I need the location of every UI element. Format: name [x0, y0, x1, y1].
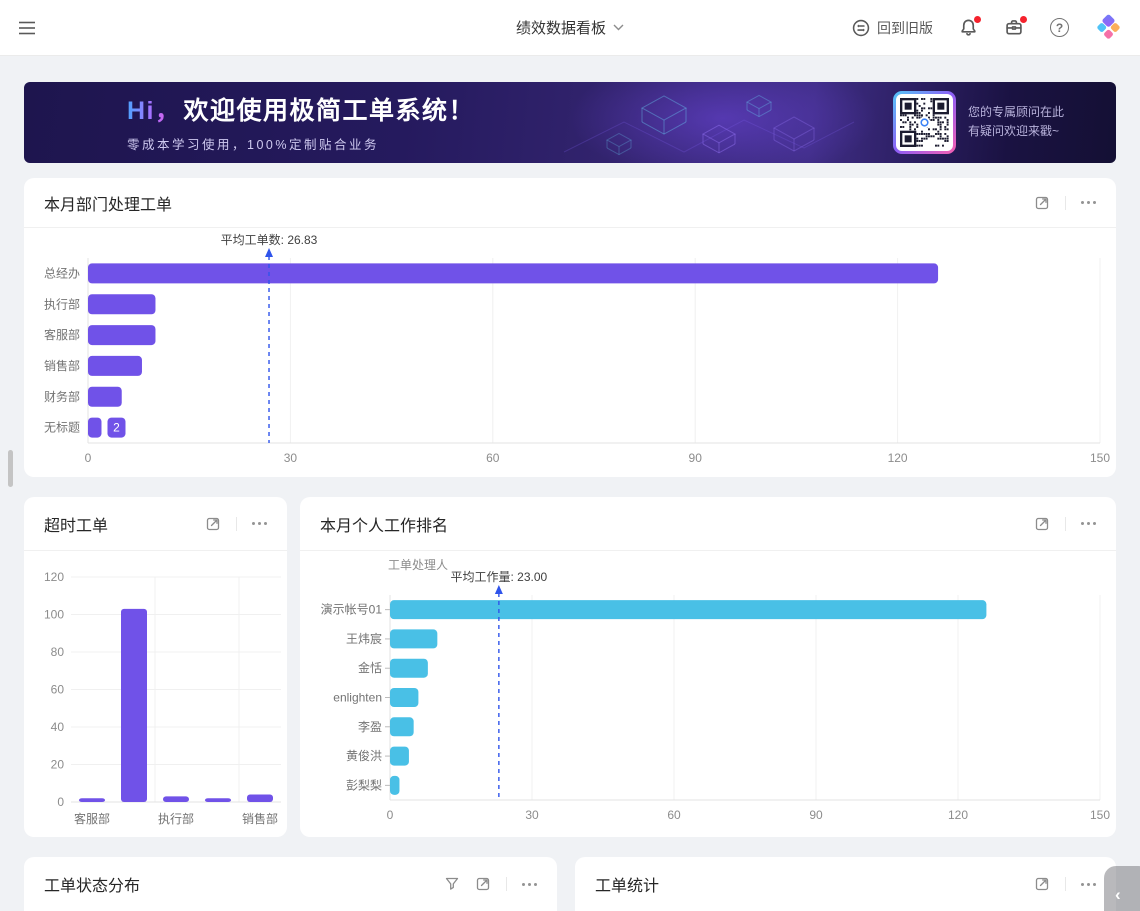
svg-text:40: 40 [51, 720, 65, 734]
chevron-left-icon: ‹ [1115, 885, 1121, 904]
svg-text:30: 30 [284, 451, 298, 465]
svg-text:120: 120 [948, 808, 968, 822]
svg-text:0: 0 [85, 451, 92, 465]
notification-dot [974, 16, 981, 23]
svg-text:黄俊洪: 黄俊洪 [346, 748, 382, 763]
svg-text:彭梨梨: 彭梨梨 [346, 778, 382, 792]
divider [506, 877, 507, 891]
card-overtime-orders: 超时工单 0 20 40 60 80 100 120 客服部 执行部 销售部 [24, 497, 287, 837]
welcome-banner: Hi，欢迎使用极简工单系统！ 零成本学习使用，100%定制贴合业务 您的专属顾问… [24, 82, 1116, 163]
banner-text: Hi，欢迎使用极简工单系统！ 零成本学习使用，100%定制贴合业务 [127, 91, 475, 153]
card-status-title: 工单状态分布 [44, 878, 141, 895]
more-icon[interactable] [1081, 519, 1096, 528]
header-actions: 回到旧版 ? [852, 14, 1122, 41]
svg-text:60: 60 [667, 808, 681, 822]
more-icon[interactable] [1081, 198, 1096, 207]
card-order-statistics: 工单统计 [575, 857, 1116, 911]
top-header: 绩效数据看板 回到旧版 ? [0, 0, 1140, 56]
svg-text:80: 80 [51, 645, 65, 659]
expand-icon[interactable] [1034, 876, 1050, 892]
collapse-handle[interactable]: ‹ [1104, 866, 1140, 911]
svg-text:李盈: 李盈 [358, 719, 382, 734]
card-status-distribution: 工单状态分布 [24, 857, 557, 911]
message-dot [1020, 16, 1027, 23]
svg-text:平均工单数: 26.83: 平均工单数: 26.83 [221, 232, 318, 247]
card-personal-ranking: 本月个人工作排名 0 30 60 90 120 150 演示帐号01 王炜宸金恬 enlight… [300, 497, 1116, 837]
svg-text:演示帐号01: 演示帐号01 [321, 602, 383, 617]
isometric-decoration [563, 94, 855, 156]
back-to-old-version-button[interactable]: 回到旧版 [852, 18, 933, 38]
more-icon[interactable] [522, 880, 537, 889]
card-dept-title: 本月部门处理工单 [44, 196, 173, 214]
workbox-icon[interactable] [1004, 16, 1027, 37]
banner-subtitle: 零成本学习使用，100%定制贴合业务 [127, 138, 379, 152]
svg-text:销售部: 销售部 [242, 811, 278, 826]
divider [236, 516, 237, 531]
svg-text:90: 90 [809, 808, 823, 822]
expand-icon[interactable] [205, 516, 221, 532]
more-icon[interactable] [1081, 880, 1096, 889]
revert-icon [852, 19, 870, 36]
svg-text:enlighten: enlighten [333, 691, 382, 705]
svg-text:120: 120 [44, 570, 64, 584]
banner-title: Hi，欢迎使用极简工单系统！ [127, 97, 476, 125]
divider [1065, 195, 1066, 210]
chevron-down-icon [613, 24, 624, 31]
more-icon[interactable] [252, 519, 267, 528]
expand-icon[interactable] [1034, 516, 1050, 532]
card-overtime-title: 超时工单 [44, 517, 109, 535]
svg-text:执行部: 执行部 [158, 811, 194, 826]
svg-text:150: 150 [1090, 808, 1110, 822]
svg-text:工单处理人: 工单处理人 [388, 558, 448, 572]
card-dept-orders: 本月部门处理工单 0 30 60 90 120 150 总经办执行部客服部销售部财务部无标题… [24, 178, 1116, 477]
svg-text:销售部: 销售部 [44, 358, 80, 373]
notifications-bell-icon[interactable] [959, 16, 981, 37]
svg-text:财务部: 财务部 [44, 389, 80, 404]
svg-text:客服部: 客服部 [74, 811, 110, 826]
qr-code [893, 91, 956, 154]
svg-text:30: 30 [525, 808, 539, 822]
svg-text:客服部: 客服部 [44, 327, 80, 342]
page-title: 绩效数据看板 [515, 20, 607, 37]
card-stats-title: 工单统计 [595, 878, 660, 895]
scrollbar-thumb[interactable] [8, 450, 13, 487]
card-personal-title: 本月个人工作排名 [320, 517, 449, 535]
svg-text:60: 60 [51, 683, 65, 697]
svg-text:150: 150 [1090, 451, 1110, 465]
svg-text:王炜宸: 王炜宸 [346, 631, 382, 646]
back-label: 回到旧版 [877, 19, 933, 36]
svg-text:90: 90 [689, 451, 703, 465]
filter-icon[interactable] [444, 876, 460, 892]
svg-text:2: 2 [113, 421, 120, 435]
overtime-orders-chart: 0 20 40 60 80 100 120 客服部 执行部 销售部 [44, 570, 281, 826]
app-logo[interactable] [1095, 14, 1122, 41]
svg-text:20: 20 [51, 758, 65, 772]
expand-icon[interactable] [475, 876, 491, 892]
svg-text:100: 100 [44, 608, 64, 622]
expand-icon[interactable] [1034, 195, 1050, 211]
divider [1065, 877, 1066, 891]
svg-text:60: 60 [486, 451, 500, 465]
svg-text:执行部: 执行部 [44, 296, 80, 311]
svg-text:0: 0 [387, 808, 394, 822]
svg-text:120: 120 [888, 451, 908, 465]
divider [1065, 516, 1066, 531]
qr-caption: 您的专属顾问在此 有疑问欢迎来戳~ [968, 105, 1065, 138]
svg-text:总经办: 总经办 [44, 265, 80, 280]
banner-greeting: Hi， [127, 97, 182, 125]
dashboard-switcher[interactable]: 绩效数据看板 [516, 17, 624, 38]
svg-text:无标题: 无标题 [44, 421, 80, 435]
menu-icon[interactable] [18, 21, 36, 35]
svg-text:金恬: 金恬 [358, 660, 382, 675]
svg-text:0: 0 [57, 795, 64, 809]
svg-text:平均工作量: 23.00: 平均工作量: 23.00 [451, 570, 548, 584]
help-icon[interactable]: ? [1050, 18, 1069, 37]
